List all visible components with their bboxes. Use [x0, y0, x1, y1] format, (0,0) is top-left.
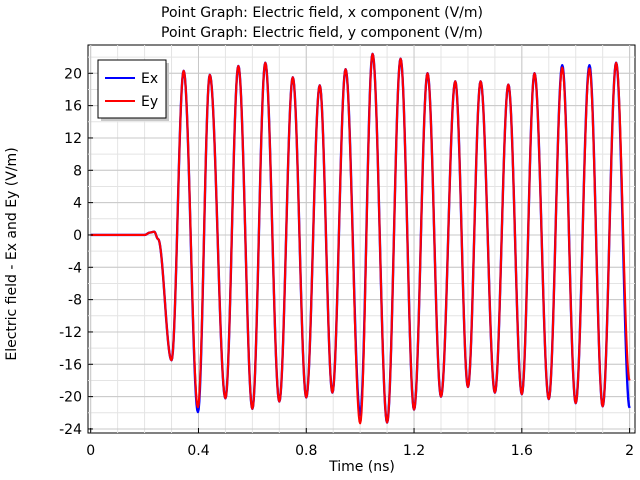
series-layer — [90, 52, 631, 425]
y-tick-label: -12 — [59, 325, 82, 341]
y-axis-label: Electric field - Ex and Ey (V/m) — [4, 147, 20, 360]
x-tick-label: 2 — [625, 443, 634, 459]
legend-label-ey: Ey — [141, 94, 158, 110]
y-tick-label: -20 — [59, 390, 82, 406]
y-tick-label: 12 — [64, 131, 82, 147]
axis-ticks: 0 0.4 0.8 1.2 1.6 2 20 16 12 8 4 0 -4 -8 -12 -16 -20 -24 — [59, 66, 634, 459]
legend-box — [97, 59, 167, 119]
legend: Ex Ey — [97, 59, 169, 121]
y-tick-label: 0 — [73, 228, 82, 244]
chart-subtitle: Point Graph: Electric field, y component… — [161, 25, 483, 41]
x-tick-label: 0 — [86, 443, 95, 459]
x-tick-label: 1.6 — [511, 443, 533, 459]
chart-title: Point Graph: Electric field, x component… — [161, 5, 483, 21]
y-tick-label: 4 — [73, 196, 82, 212]
y-tick-label: -16 — [59, 357, 82, 373]
plot-area — [87, 44, 636, 434]
y-tick-label: -8 — [68, 293, 82, 309]
x-tick-label: 0.4 — [187, 443, 209, 459]
x-tick-label: 1.2 — [403, 443, 425, 459]
y-tick-label: -4 — [68, 260, 82, 276]
y-tick-label: 8 — [73, 163, 82, 179]
x-axis-label: Time (ns) — [328, 459, 395, 475]
legend-label-ex: Ex — [141, 71, 158, 87]
y-tick-label: -24 — [59, 422, 82, 438]
y-tick-label: 20 — [64, 66, 82, 82]
y-tick-label: 16 — [64, 99, 82, 115]
x-tick-label: 0.8 — [295, 443, 317, 459]
series-line-ey — [90, 52, 631, 425]
